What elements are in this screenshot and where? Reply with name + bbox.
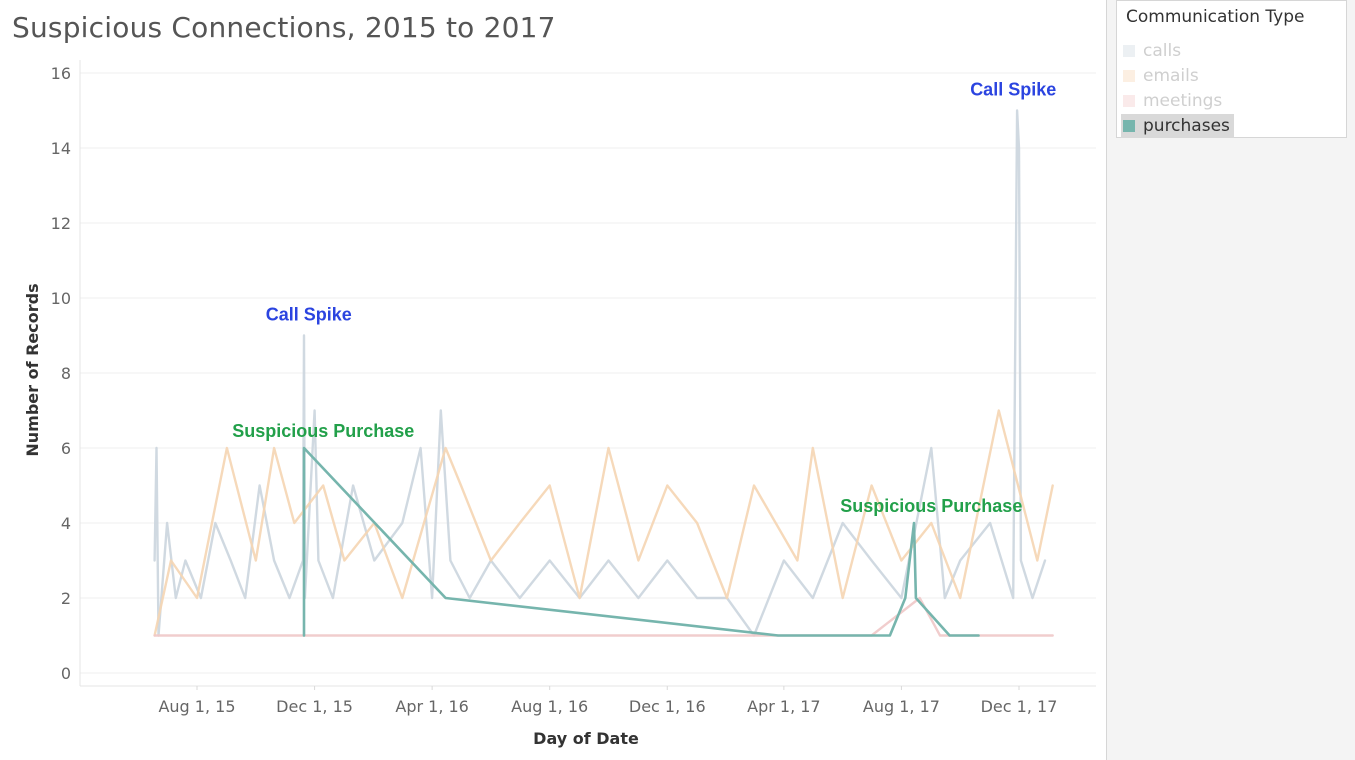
y-tick-label: 16	[51, 64, 71, 83]
legend-title: Communication Type	[1126, 7, 1305, 27]
side-panel: Communication Type calls emails meetings pu…	[1106, 0, 1355, 760]
line-chart: 0 2 4 6 8 10 12 14 16 Aug 1, 15 Dec 1, 15 Apr 1, 16…	[23, 60, 1096, 748]
gridlines	[80, 72, 1096, 674]
legend-label: meetings	[1143, 91, 1223, 111]
x-tick-label: Aug 1, 15	[158, 697, 235, 716]
y-tick-label: 6	[61, 439, 71, 458]
annotation-label: Suspicious Purchase	[232, 421, 414, 441]
legend-swatch	[1123, 95, 1135, 107]
x-axis-label: Day of Date	[533, 729, 639, 748]
annotation-label: Call Spike	[970, 80, 1056, 100]
y-tick-label: 10	[51, 289, 71, 308]
x-tick-label: Aug 1, 16	[511, 697, 588, 716]
x-tick-label: Apr 1, 17	[747, 697, 820, 716]
x-tick-label: Apr 1, 16	[395, 697, 468, 716]
axes: 0 2 4 6 8 10 12 14 16 Aug 1, 15 Dec 1, 15 Apr 1, 16…	[23, 60, 1096, 748]
legend-label: purchases	[1143, 116, 1230, 136]
y-tick-label: 4	[61, 514, 71, 533]
y-tick-label: 12	[51, 214, 71, 233]
legend: Communication Type calls emails meetings pu…	[1116, 0, 1347, 138]
legend-item-calls[interactable]: calls	[1121, 39, 1185, 63]
x-tick-label: Dec 1, 17	[981, 697, 1058, 716]
series-line-emails[interactable]	[153, 409, 1054, 637]
legend-label: emails	[1143, 66, 1199, 86]
annotations: Call Spike Call Spike Suspicious Purchase S…	[232, 80, 1056, 516]
y-tick-label: 8	[61, 364, 71, 383]
legend-swatch	[1123, 45, 1135, 57]
y-tick-label: 0	[61, 664, 71, 683]
legend-label: calls	[1143, 41, 1182, 61]
y-tick-label: 2	[61, 589, 71, 608]
x-tick-label: Dec 1, 16	[629, 697, 706, 716]
series-line-purchases[interactable]	[302, 446, 980, 637]
legend-swatch	[1123, 120, 1135, 132]
annotation-label: Call Spike	[266, 305, 352, 325]
chart-title: Suspicious Connections, 2015 to 2017	[12, 11, 556, 44]
legend-item-purchases[interactable]: purchases	[1121, 114, 1234, 138]
y-tick-label: 14	[51, 139, 71, 158]
x-tick-label: Aug 1, 17	[863, 697, 940, 716]
series-line-calls[interactable]	[153, 109, 1047, 637]
y-axis-label: Number of Records	[23, 283, 42, 456]
x-tick-label: Dec 1, 15	[276, 697, 353, 716]
legend-item-meetings[interactable]: meetings	[1121, 89, 1226, 113]
highlight-series	[302, 446, 980, 637]
legend-item-emails[interactable]: emails	[1121, 64, 1203, 88]
annotation-label: Suspicious Purchase	[840, 496, 1022, 516]
legend-swatch	[1123, 70, 1135, 82]
